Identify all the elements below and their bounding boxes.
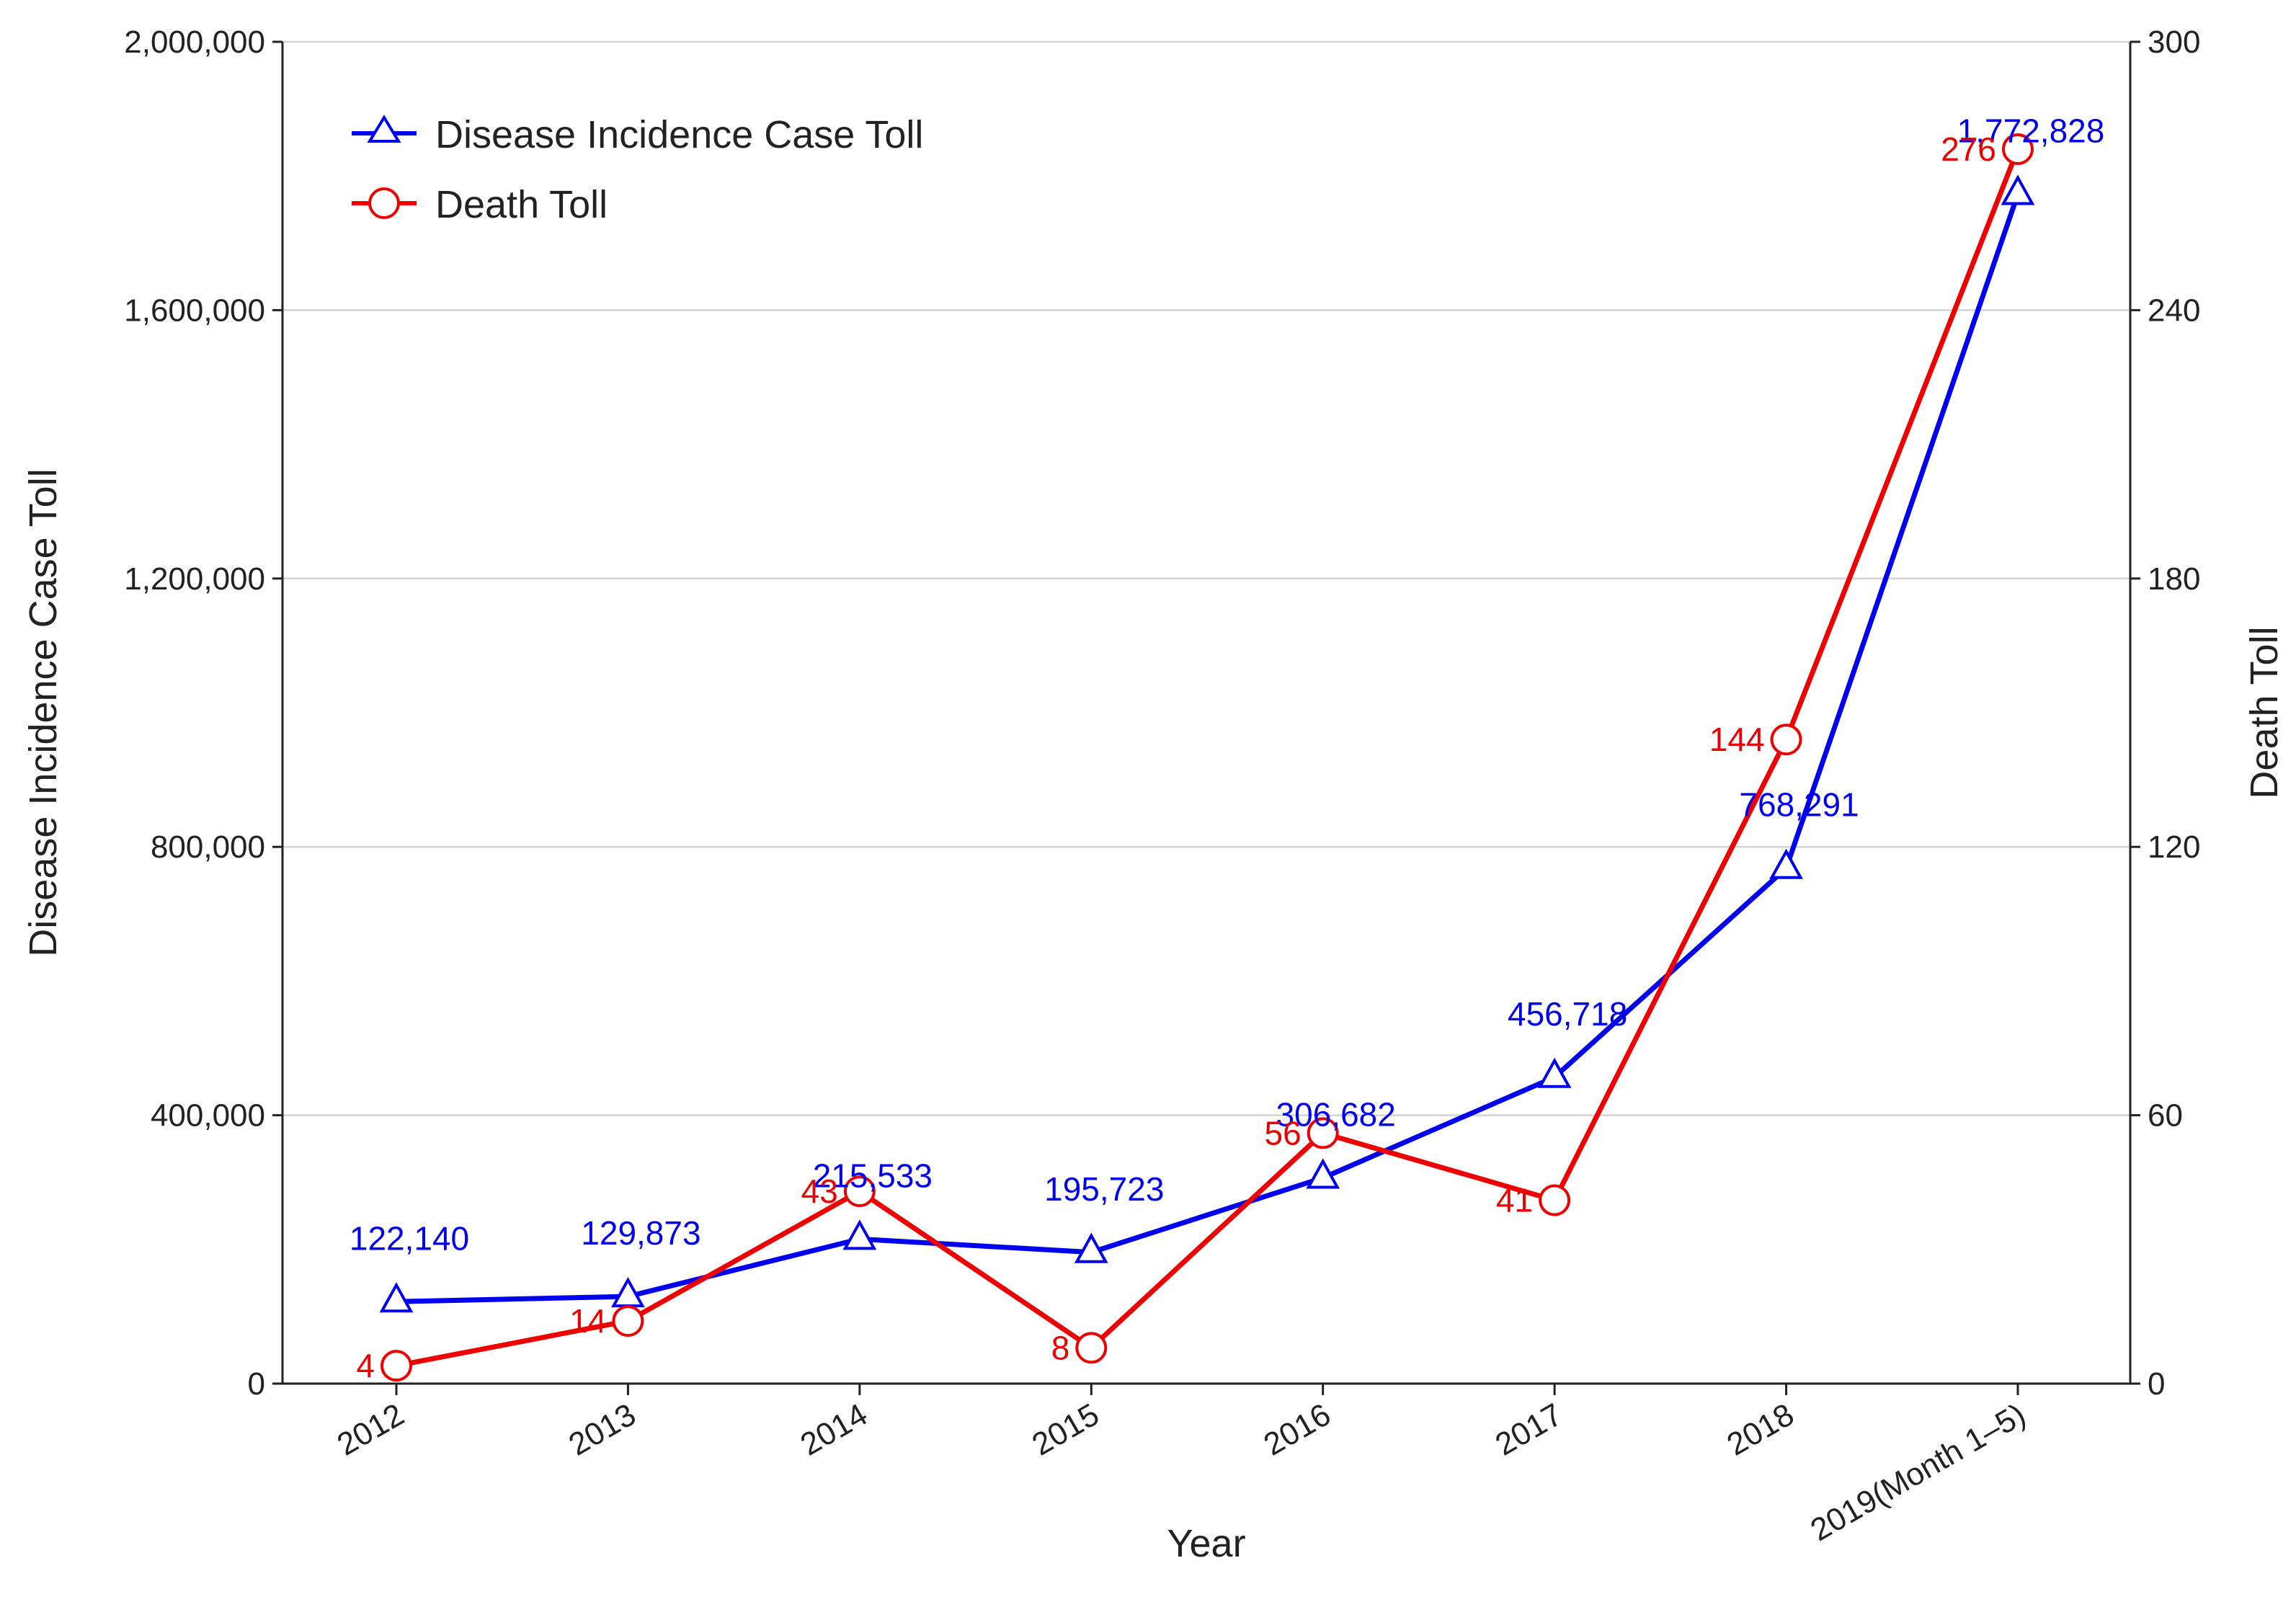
death-point-1 bbox=[612, 1305, 644, 1337]
x-tick-label-5: 2017 bbox=[1490, 1397, 1568, 1462]
death-point-6 bbox=[1770, 724, 1802, 756]
legend-label-incidence: Disease Incidence Case Toll bbox=[435, 113, 923, 156]
series-line-0 bbox=[396, 193, 2021, 1304]
x-tick-label-7: 2019(Month 1–5) bbox=[1805, 1397, 2032, 1548]
left-tick-label-5: 2,000,000 bbox=[124, 25, 265, 60]
death-data-label-3: 8 bbox=[1051, 1329, 1070, 1366]
incidence-data-label-1: 129,873 bbox=[581, 1214, 700, 1252]
right-tick-label-1: 60 bbox=[2148, 1098, 2183, 1134]
incidence-point-7 bbox=[2001, 174, 2035, 205]
x-tick-label-6: 2018 bbox=[1721, 1397, 1799, 1462]
death-data-label-2: 43 bbox=[801, 1172, 838, 1210]
incidence-point-3 bbox=[1074, 1232, 1108, 1263]
death-data-label-7: 276 bbox=[1941, 130, 1996, 168]
left-tick-label-4: 1,600,000 bbox=[124, 293, 265, 328]
death-point-0 bbox=[381, 1350, 412, 1382]
death-data-label-0: 4 bbox=[356, 1347, 375, 1384]
incidence-data-label-4: 306,682 bbox=[1276, 1095, 1396, 1133]
incidence-data-label-6: 768,291 bbox=[1739, 786, 1859, 824]
data-labels: 122,140 129,873 215,533 195,723 306,682 456,7… bbox=[350, 112, 2104, 1384]
legend-triangle-icon bbox=[367, 115, 401, 143]
incidence-point-5 bbox=[1537, 1057, 1572, 1088]
x-tick-label-2: 2014 bbox=[795, 1397, 873, 1462]
right-tick-label-2: 120 bbox=[2148, 829, 2200, 865]
right-tick-label-3: 180 bbox=[2148, 561, 2200, 597]
x-tick-label-0: 2012 bbox=[332, 1397, 410, 1462]
incidence-data-label-3: 195,723 bbox=[1044, 1170, 1164, 1208]
incidence-data-label-2: 215,533 bbox=[813, 1157, 933, 1194]
right-tick-label-0: 0 bbox=[2148, 1366, 2165, 1402]
legend-item-death: Death Toll bbox=[352, 183, 608, 226]
death-point-7 bbox=[2002, 133, 2034, 165]
left-tick-label-3: 1,200,000 bbox=[124, 561, 265, 597]
incidence-point-2 bbox=[842, 1219, 877, 1250]
axes bbox=[281, 42, 2132, 1385]
incidence-point-6 bbox=[1769, 848, 1803, 879]
right-tick-label-4: 240 bbox=[2148, 293, 2200, 328]
death-data-label-4: 56 bbox=[1265, 1114, 1301, 1152]
left-tick-label-1: 400,000 bbox=[151, 1098, 265, 1134]
x-tick-label-1: 2013 bbox=[563, 1397, 641, 1462]
legend-label-death: Death Toll bbox=[435, 183, 608, 226]
death-point-5 bbox=[1539, 1184, 1571, 1216]
legend-circle-icon bbox=[368, 187, 400, 219]
x-axis-title: Year bbox=[1167, 1522, 1245, 1565]
right-y-axis-title: Death Toll bbox=[2243, 626, 2286, 798]
tick-marks-and-labels: 0 400,000 800,000 1,200,000 1,600,000 2,000,0… bbox=[124, 25, 2200, 1548]
x-tick-label-4: 2016 bbox=[1258, 1397, 1336, 1462]
death-data-label-6: 144 bbox=[1709, 721, 1765, 758]
death-point-3 bbox=[1075, 1332, 1108, 1364]
left-tick-label-0: 0 bbox=[248, 1366, 265, 1402]
incidence-data-label-0: 122,140 bbox=[350, 1219, 469, 1257]
x-tick-label-3: 2015 bbox=[1026, 1397, 1105, 1462]
gridlines bbox=[282, 40, 2130, 1116]
death-data-label-1: 14 bbox=[569, 1302, 606, 1340]
death-data-label-5: 41 bbox=[1496, 1182, 1533, 1219]
series-line-1 bbox=[396, 148, 2021, 1368]
series bbox=[379, 133, 2035, 1382]
legend: Disease Incidence Case Toll Death Toll bbox=[352, 113, 923, 226]
left-tick-label-2: 800,000 bbox=[151, 829, 265, 865]
left-y-axis-title: Disease Incidence Case Toll bbox=[22, 468, 65, 956]
legend-item-incidence: Disease Incidence Case Toll bbox=[352, 113, 923, 156]
incidence-point-0 bbox=[379, 1282, 414, 1313]
death-point-4 bbox=[1307, 1117, 1339, 1149]
right-tick-label-5: 300 bbox=[2148, 25, 2200, 60]
incidence-data-label-5: 456,718 bbox=[1508, 995, 1627, 1033]
incidence-point-4 bbox=[1306, 1158, 1340, 1189]
death-point-2 bbox=[843, 1175, 876, 1208]
incidence-data-label-7: 1,772,828 bbox=[1957, 112, 2105, 149]
